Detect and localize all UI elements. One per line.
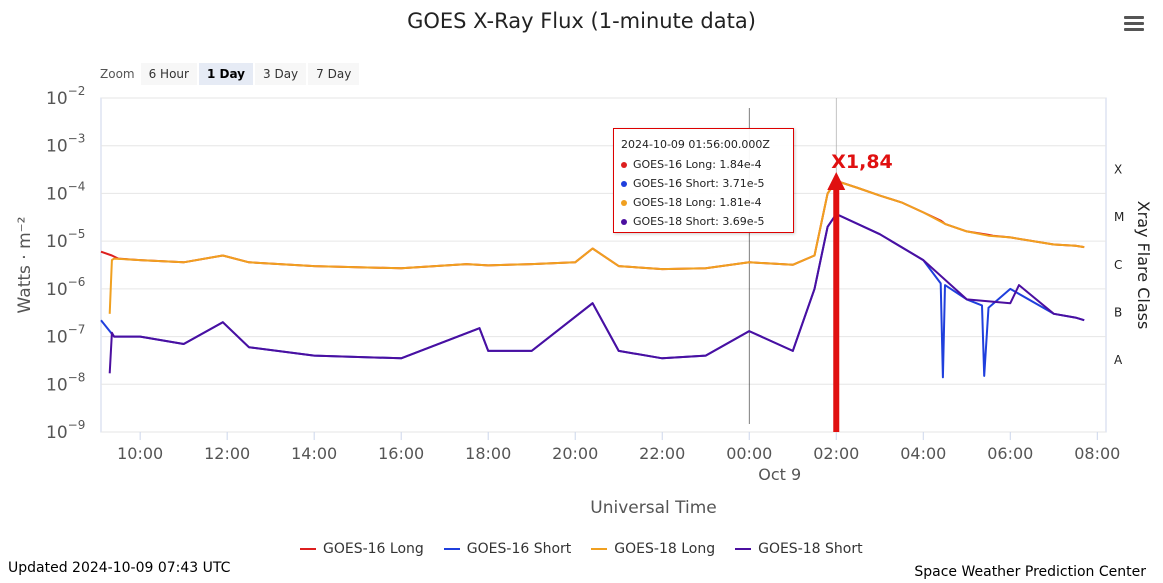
- legend-line-icon: [443, 548, 460, 550]
- zoom-3-day-button[interactable]: 3 Day: [255, 63, 307, 85]
- credit-text: Space Weather Prediction Center: [914, 564, 1146, 580]
- overlay: X1,84: [827, 151, 893, 432]
- series-dot-icon: [621, 200, 627, 206]
- x-tick-label: 02:00: [813, 444, 859, 463]
- series-line-1: [100, 179, 1085, 271]
- y-tick-label: 10−3: [46, 132, 85, 157]
- hamburger-menu-icon[interactable]: [1124, 16, 1144, 32]
- tooltip-label: GOES-18 Long: [633, 196, 713, 209]
- updated-timestamp: Updated 2024-10-09 07:43 UTC: [8, 560, 231, 576]
- data-tooltip: 2024-10-09 01:56:00.000Z GOES-16 Long: 1…: [613, 128, 794, 233]
- flare-class-label: B: [1114, 305, 1122, 319]
- x-tick-label: 20:00: [552, 444, 598, 463]
- legend-label: GOES-18 Long: [614, 541, 716, 557]
- series-dot-icon: [621, 162, 627, 168]
- chart-legend: GOES-16 Long GOES-16 Short GOES-18 Long …: [300, 541, 883, 557]
- flare-class-label: M: [1114, 210, 1124, 224]
- y-tick-label: 10−6: [46, 275, 85, 300]
- series-line-2: [100, 213, 1085, 379]
- legend-label: GOES-16 Short: [466, 541, 572, 557]
- legend-item-goes18-long[interactable]: GOES-18 Long: [591, 541, 715, 557]
- y-tick-label: 10−7: [46, 323, 85, 348]
- chart-title: GOES X-Ray Flux (1-minute data): [407, 9, 756, 33]
- axis-labels: 10−2 10−3 10−4 10−5 10−6 10−7 10−8 10−9 10:00 12:…: [15, 84, 1153, 518]
- legend-label: GOES-18 Short: [758, 541, 863, 557]
- flare-class-label: C: [1114, 258, 1122, 272]
- tooltip-row: GOES-18 Long: 1.81e-4: [621, 193, 786, 212]
- tooltip-label: GOES-18 Short: [633, 215, 716, 228]
- x-axis-title: Universal Time: [590, 498, 716, 518]
- flare-class-label: X: [1114, 162, 1122, 176]
- legend-label: GOES-16 Long: [323, 541, 424, 557]
- legend-line-icon: [735, 548, 752, 550]
- tooltip-value: 1.81e-4: [719, 196, 762, 209]
- tooltip-row: GOES-16 Short: 3.71e-5: [621, 174, 786, 193]
- x-tick-label: 16:00: [378, 444, 424, 463]
- flare-arrow-head-icon: [827, 172, 846, 190]
- y-tick-label: 10−9: [46, 418, 85, 443]
- tooltip-row: GOES-16 Long: 1.84e-4: [621, 155, 786, 174]
- y-tick-label: 10−8: [46, 370, 85, 395]
- grid: [100, 97, 1107, 433]
- series-dot-icon: [621, 181, 627, 187]
- flare-annotation-label: X1,84: [831, 151, 893, 173]
- y2-axis-title: Xray Flare Class: [1134, 201, 1153, 330]
- zoom-6-hour-button[interactable]: 6 Hour: [140, 63, 197, 85]
- series-lines: [100, 179, 1085, 379]
- flare-class-label: A: [1114, 353, 1123, 367]
- plot-frame: [100, 97, 1107, 433]
- tooltip-label: GOES-16 Long: [633, 158, 713, 171]
- y-tick-label: 10−4: [46, 179, 85, 204]
- tooltip-time: 2024-10-09 01:56:00.000Z: [621, 138, 770, 151]
- legend-line-icon: [300, 548, 316, 550]
- y-axis-title: Watts · m⁻²: [15, 217, 35, 314]
- x-tick-label: 06:00: [987, 444, 1033, 463]
- x-tick-label: 04:00: [900, 444, 946, 463]
- tooltip-label: GOES-16 Short: [633, 177, 716, 190]
- series-line-3: [108, 180, 1085, 314]
- zoom-7-day-button[interactable]: 7 Day: [308, 63, 360, 85]
- x-tick-label: 14:00: [291, 444, 337, 463]
- legend-item-goes16-long[interactable]: GOES-16 Long: [300, 541, 424, 557]
- y-tick-label: 10−5: [46, 227, 85, 252]
- x-tick-label: 00:00: [726, 444, 772, 463]
- series-dot-icon: [621, 219, 627, 225]
- tooltip-value: 1.84e-4: [719, 158, 762, 171]
- x-tick-label: 08:00: [1074, 444, 1120, 463]
- axes: [139, 432, 1098, 440]
- legend-item-goes18-short[interactable]: GOES-18 Short: [735, 541, 863, 557]
- legend-item-goes16-short[interactable]: GOES-16 Short: [443, 541, 572, 557]
- tooltip-value: 3.69e-5: [722, 215, 765, 228]
- x-tick-label: 12:00: [204, 444, 250, 463]
- tooltip-row: GOES-18 Short: 3.69e-5: [621, 212, 786, 231]
- x-date-label: Oct 9: [758, 465, 801, 484]
- tooltip-value: 3.71e-5: [722, 177, 765, 190]
- x-tick-label: 10:00: [117, 444, 163, 463]
- x-tick-label: 18:00: [465, 444, 511, 463]
- x-tick-label: 22:00: [639, 444, 685, 463]
- zoom-1-day-button[interactable]: 1 Day: [198, 63, 253, 85]
- zoom-bar: Zoom 6 Hour 1 Day 3 Day 7 Day: [100, 62, 361, 86]
- legend-line-icon: [591, 548, 608, 550]
- series-line-4: [108, 213, 1085, 374]
- zoom-label: Zoom: [100, 67, 135, 81]
- y-tick-label: 10−2: [46, 84, 85, 109]
